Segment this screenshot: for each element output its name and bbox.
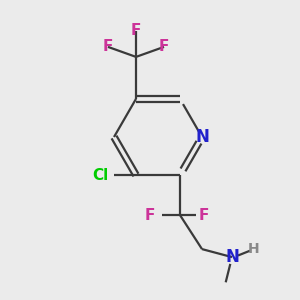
Text: N: N bbox=[195, 128, 209, 146]
Text: F: F bbox=[159, 39, 169, 54]
Text: F: F bbox=[131, 23, 141, 38]
Text: F: F bbox=[103, 39, 113, 54]
Text: Cl: Cl bbox=[92, 168, 108, 183]
Text: H: H bbox=[248, 242, 260, 256]
Text: N: N bbox=[225, 248, 239, 266]
Text: F: F bbox=[199, 208, 209, 223]
Text: F: F bbox=[145, 208, 155, 223]
